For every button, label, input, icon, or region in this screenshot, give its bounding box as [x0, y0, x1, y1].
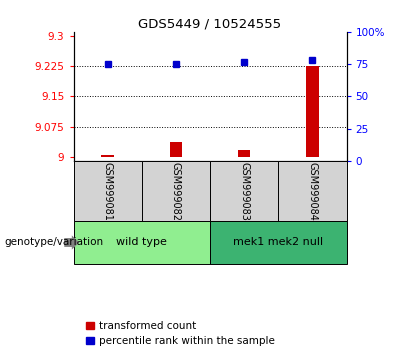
Text: genotype/variation: genotype/variation	[4, 238, 103, 247]
Text: GSM999084: GSM999084	[307, 162, 318, 221]
Bar	[238, 150, 250, 157]
Bar	[74, 161, 142, 221]
Bar	[210, 161, 278, 221]
Text: GSM999082: GSM999082	[171, 162, 181, 221]
Bar	[278, 161, 346, 221]
Text: mek1 mek2 null: mek1 mek2 null	[233, 238, 323, 247]
Text: GSM999083: GSM999083	[239, 162, 249, 221]
Text: GSM999081: GSM999081	[102, 162, 113, 221]
Bar	[142, 161, 210, 221]
Text: wild type: wild type	[116, 238, 167, 247]
Bar	[170, 142, 182, 157]
Bar	[306, 66, 318, 157]
Bar	[210, 221, 346, 264]
Legend: transformed count, percentile rank within the sample: transformed count, percentile rank withi…	[82, 317, 278, 350]
Title: GDS5449 / 10524555: GDS5449 / 10524555	[139, 18, 281, 31]
Bar	[102, 155, 114, 157]
Bar	[74, 221, 210, 264]
